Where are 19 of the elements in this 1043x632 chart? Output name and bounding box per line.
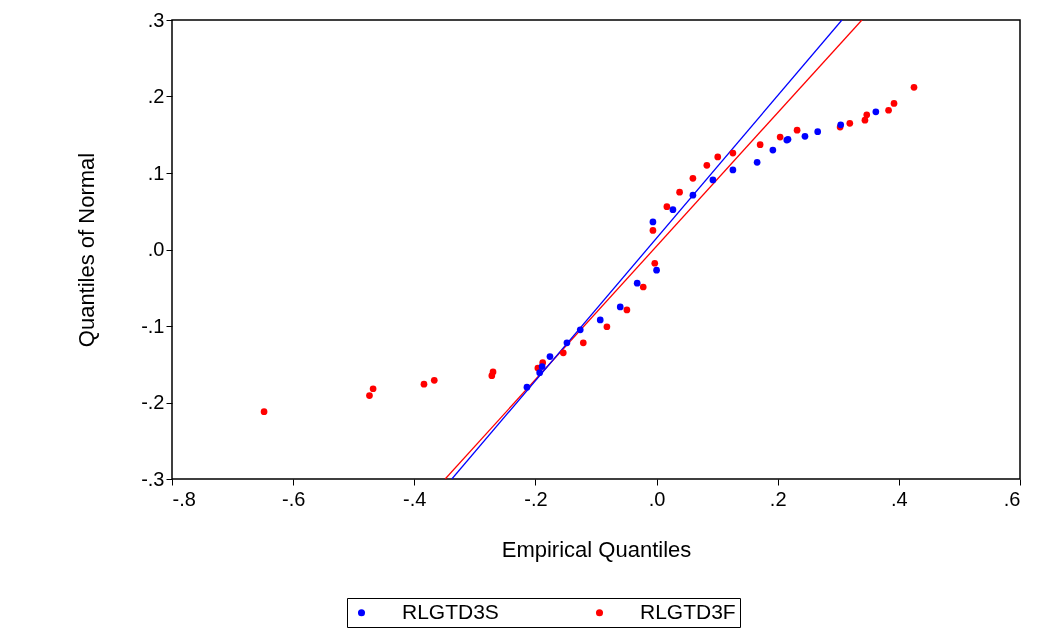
y-tick-label: .3: [147, 8, 165, 31]
x-tick-label: -.6: [281, 487, 306, 510]
x-tick-label: -.4: [403, 487, 427, 510]
x-tick-label: .2: [769, 487, 787, 510]
x-tick-label: -.8: [172, 487, 196, 510]
x-tick-label: .0: [648, 487, 666, 510]
legend-label: RLGTD3S: [402, 599, 499, 623]
x-tick-label: -.2: [524, 487, 548, 510]
y-axis-title: Quantiles of Normal: [74, 152, 100, 348]
x-axis-title: Empirical Quantiles: [501, 536, 692, 562]
legend-label: RLGTD3F: [640, 599, 736, 623]
y-tick-label: .1: [147, 161, 165, 184]
y-tick-label: .0: [147, 238, 165, 260]
x-tick-label: .6: [1003, 487, 1021, 510]
y-tick-label: -.3: [141, 467, 165, 490]
x-tick-label: .4: [891, 487, 908, 510]
y-tick-label: .2: [147, 85, 165, 107]
y-tick-label: -.1: [141, 314, 165, 337]
y-tick-label: -.2: [141, 391, 165, 413]
